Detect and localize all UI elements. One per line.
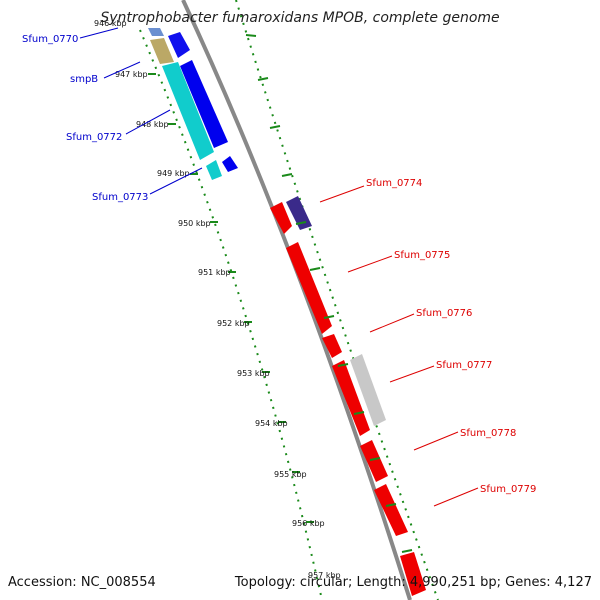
gene-block-sfum-0773-b[interactable] xyxy=(222,156,238,172)
inner-tick-track xyxy=(139,29,323,600)
scale-label: 957 kbp xyxy=(308,571,341,580)
scale-label: 952 kbp xyxy=(217,319,250,328)
scale-label: 948 kbp xyxy=(136,120,169,129)
gene-block-sfum-0770-b[interactable] xyxy=(168,32,190,58)
genome-backbone xyxy=(181,0,412,600)
gene-label-sfum-0775[interactable]: Sfum_0775 xyxy=(394,250,450,261)
gene-label-sfum-0773[interactable]: Sfum_0773 xyxy=(92,192,148,203)
gene-block-sfum-0779-b[interactable] xyxy=(400,552,426,596)
gene-block-sfum-0779[interactable] xyxy=(374,484,408,536)
accession-text: Accession: NC_008554 xyxy=(8,575,156,590)
gene-block-sfum-0778[interactable] xyxy=(360,440,388,482)
gene-block-sfum-0774[interactable] xyxy=(270,202,292,234)
gene-block-sfum-0777-b[interactable] xyxy=(350,354,386,426)
scale-label: 955 kbp xyxy=(274,470,307,479)
scale-label: 946 kbp xyxy=(94,19,127,28)
scale-label: 949 kbp xyxy=(157,169,190,178)
scale-label: 950 kbp xyxy=(178,219,211,228)
gene-label-sfum-0779[interactable]: Sfum_0779 xyxy=(480,484,536,495)
gene-block-sfum-0772-b[interactable] xyxy=(180,60,228,148)
scale-label: 954 kbp xyxy=(255,419,288,428)
gene-block-sfum-0773[interactable] xyxy=(206,160,222,180)
gene-block-sfum-0775[interactable] xyxy=(286,242,332,334)
inner-tick-marks xyxy=(148,73,314,523)
gene-label-sfum-0772[interactable]: Sfum_0772 xyxy=(66,132,122,143)
scale-labels: 946 kbp 947 kbp 948 kbp 949 kbp 950 kbp … xyxy=(94,19,341,580)
gene-block-sfum-0776[interactable] xyxy=(322,334,342,358)
gene-block-sfum-0772[interactable] xyxy=(162,62,214,160)
scale-label: 956 kbp xyxy=(292,519,325,528)
gene-label-sfum-0774[interactable]: Sfum_0774 xyxy=(366,178,422,189)
gene-label-sfum-0770[interactable]: Sfum_0770 xyxy=(22,34,78,45)
forward-gene-labels: Sfum_0774 Sfum_0775 Sfum_0776 Sfum_0777 … xyxy=(319,178,536,507)
outer-tick-track xyxy=(235,0,439,600)
gene-block-sfum-0777[interactable] xyxy=(332,360,370,436)
gene-block-sfum-0770[interactable] xyxy=(148,28,164,36)
gene-label-sfum-0778[interactable]: Sfum_0778 xyxy=(460,428,516,439)
gene-label-smpb[interactable]: smpB xyxy=(70,74,98,85)
reverse-gene-features xyxy=(148,28,238,180)
gene-label-sfum-0776[interactable]: Sfum_0776 xyxy=(416,308,472,319)
scale-label: 947 kbp xyxy=(115,70,148,79)
outer-tick-marks xyxy=(245,34,413,553)
scale-label: 953 kbp xyxy=(237,369,270,378)
genome-summary-text: Topology: circular; Length: 4,990,251 bp… xyxy=(234,575,592,590)
reverse-gene-labels: Sfum_0770 smpB Sfum_0772 Sfum_0773 xyxy=(22,27,203,203)
forward-gene-features xyxy=(270,196,426,596)
gene-block-smpb[interactable] xyxy=(150,38,174,64)
map-title: Syntrophobacter fumaroxidans MPOB, compl… xyxy=(100,10,499,26)
gene-label-sfum-0777[interactable]: Sfum_0777 xyxy=(436,360,492,371)
scale-label: 951 kbp xyxy=(198,268,231,277)
